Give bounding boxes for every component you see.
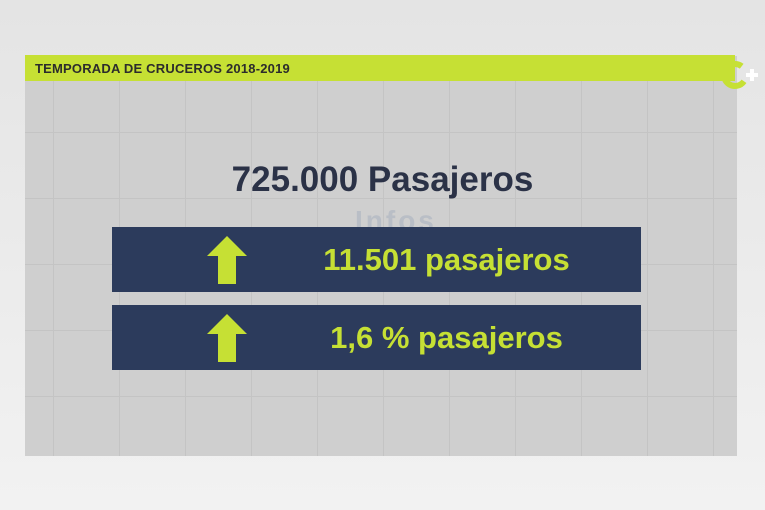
up-arrow bbox=[207, 236, 247, 284]
header-bar bbox=[25, 55, 735, 81]
stat-row: 1,6 % pasajeros bbox=[112, 305, 641, 370]
headline: 725.000 Pasajeros bbox=[231, 160, 534, 199]
stat-text: 1,6 % pasajeros bbox=[330, 320, 563, 355]
up-arrow bbox=[207, 314, 247, 362]
stat-row: 11.501 pasajeros bbox=[112, 227, 641, 292]
header-title: TEMPORADA DE CRUCEROS 2018-2019 bbox=[35, 61, 290, 76]
channel-logo bbox=[722, 61, 758, 89]
stat-text: 11.501 pasajeros bbox=[323, 242, 570, 277]
